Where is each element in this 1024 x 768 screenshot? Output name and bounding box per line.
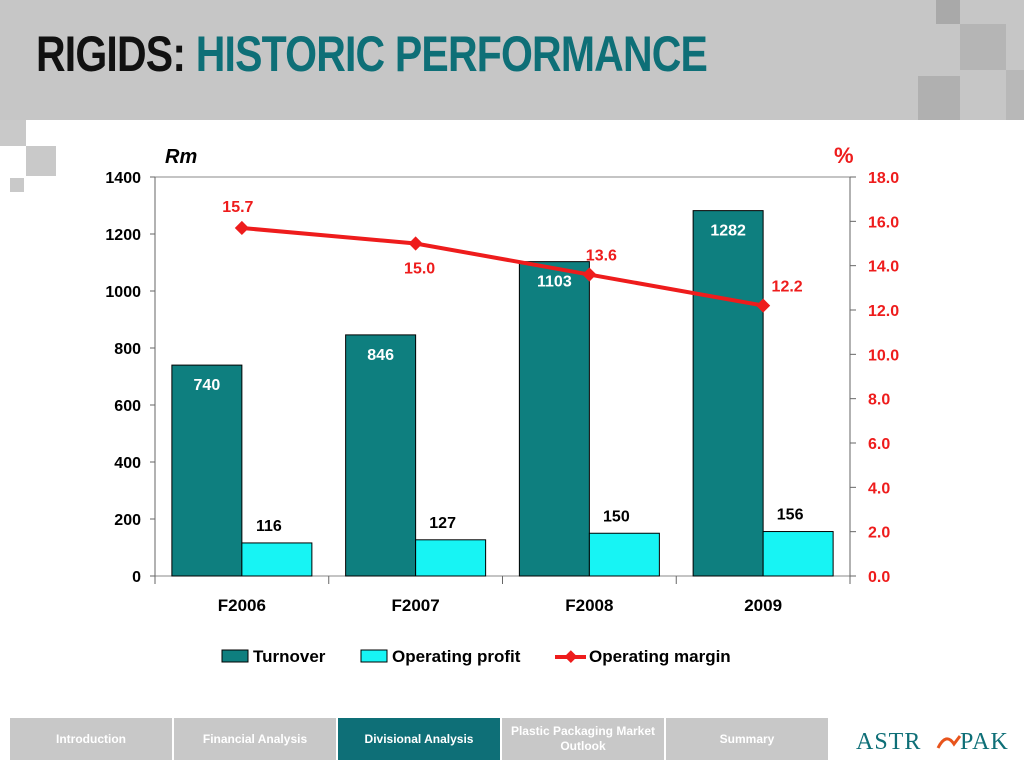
operating-profit-data-label: 116 — [256, 518, 282, 535]
legend-operating-profit-label: Operating profit — [392, 647, 521, 666]
left-tick-label: 600 — [114, 398, 141, 415]
bottom-nav: Introduction Financial Analysis Division… — [10, 718, 830, 760]
logo-text-right: PAK — [960, 729, 1009, 755]
operating-margin-data-label: 13.6 — [586, 248, 617, 265]
operating-profit-data-label: 150 — [603, 508, 630, 525]
legend-operating-margin-label: Operating margin — [589, 647, 731, 666]
decor-square — [26, 146, 56, 176]
turnover-data-label: 846 — [367, 347, 394, 364]
nav-summary[interactable]: Summary — [666, 718, 828, 760]
title-part-1: RIGIDS: — [36, 26, 186, 82]
operating-margin-point — [234, 220, 249, 236]
legend-operating-margin-marker — [564, 650, 578, 664]
right-tick-label: 14.0 — [868, 259, 899, 276]
decor-square — [10, 178, 24, 192]
operating-profit-bar — [762, 531, 834, 577]
logo-text-left: ASTR — [856, 729, 921, 755]
left-tick-label: 800 — [114, 341, 141, 358]
legend-turnover-swatch — [221, 649, 249, 663]
legend-turnover-label: Turnover — [253, 647, 326, 666]
performance-chart: 0 200 400 600 800 1000 1200 1400 Rm 0.0 2.0 4.0 6.0 8… — [105, 143, 899, 666]
right-tick-label: 6.0 — [868, 436, 890, 453]
legend-operating-profit-swatch — [360, 649, 388, 663]
decor-square — [918, 76, 960, 120]
operating-margin-point — [582, 267, 597, 282]
left-tick-label: 0 — [132, 569, 141, 586]
nav-label: Plastic Packaging Market Outlook — [510, 724, 656, 753]
nav-divisional-analysis[interactable]: Divisional Analysis — [338, 718, 500, 760]
right-tick-label: 10.0 — [868, 347, 899, 364]
operating-margin-line — [241, 225, 764, 308]
operating-profit-data-label: 127 — [429, 515, 456, 532]
page-title: RIGIDS: HISTORIC PERFORMANCE — [36, 22, 708, 86]
left-tick-label: 1400 — [105, 170, 141, 187]
astrapak-logo: ASTR PAK — [856, 729, 1009, 755]
operating-profit-bar — [588, 532, 660, 577]
nav-financial-analysis[interactable]: Financial Analysis — [174, 718, 336, 760]
left-tick-label: 1200 — [105, 227, 141, 244]
nav-label: Summary — [719, 731, 775, 746]
nav-plastic-packaging-market-outlook[interactable]: Plastic Packaging Market Outlook — [502, 718, 664, 760]
turnover-data-label: 1103 — [537, 274, 572, 291]
turnover-data-label: 1282 — [710, 223, 746, 240]
right-tick-label: 2.0 — [868, 525, 890, 542]
decor-square — [960, 24, 1006, 70]
left-tick-label: 1000 — [105, 284, 141, 301]
turnover-bar — [692, 210, 764, 577]
right-axis-label: % — [834, 143, 854, 168]
turnover-bar — [171, 364, 243, 577]
left-axis-label: Rm — [165, 146, 197, 168]
right-tick-label: 0.0 — [868, 569, 890, 586]
category-label: 2009 — [744, 596, 782, 615]
operating-profit-bar — [415, 539, 487, 577]
right-tick-label: 16.0 — [868, 214, 899, 231]
turnover-bar — [345, 334, 417, 577]
left-tick-label: 400 — [114, 455, 141, 472]
nav-label: Financial Analysis — [202, 731, 308, 746]
operating-profit-bar — [241, 542, 313, 577]
turnover-bar — [518, 261, 590, 577]
left-tick-label: 200 — [114, 512, 141, 529]
decor-square — [1006, 70, 1024, 120]
category-label: F2008 — [565, 596, 613, 615]
decor-square — [936, 0, 960, 24]
nav-label: Introduction — [56, 731, 126, 746]
nav-introduction[interactable]: Introduction — [10, 718, 172, 760]
right-tick-label: 18.0 — [868, 170, 899, 187]
category-label: F2007 — [392, 596, 440, 615]
category-label: F2006 — [218, 596, 266, 615]
title-part-2: HISTORIC PERFORMANCE — [195, 26, 708, 82]
operating-margin-data-label: 15.7 — [222, 199, 253, 216]
turnover-data-label: 740 — [194, 377, 221, 394]
logo-swoosh — [936, 735, 962, 749]
slide-header: RIGIDS: HISTORIC PERFORMANCE — [0, 0, 1024, 120]
right-tick-label: 4.0 — [868, 480, 890, 497]
right-tick-label: 8.0 — [868, 392, 890, 409]
operating-margin-point — [408, 236, 423, 251]
decor-square — [0, 120, 26, 146]
right-tick-label: 12.0 — [868, 303, 899, 320]
operating-margin-data-label: 15.0 — [404, 261, 435, 278]
nav-label: Divisional Analysis — [364, 731, 474, 746]
operating-margin-data-label: 12.2 — [772, 279, 803, 296]
operating-margin-point — [756, 298, 771, 313]
operating-profit-data-label: 156 — [777, 507, 804, 524]
